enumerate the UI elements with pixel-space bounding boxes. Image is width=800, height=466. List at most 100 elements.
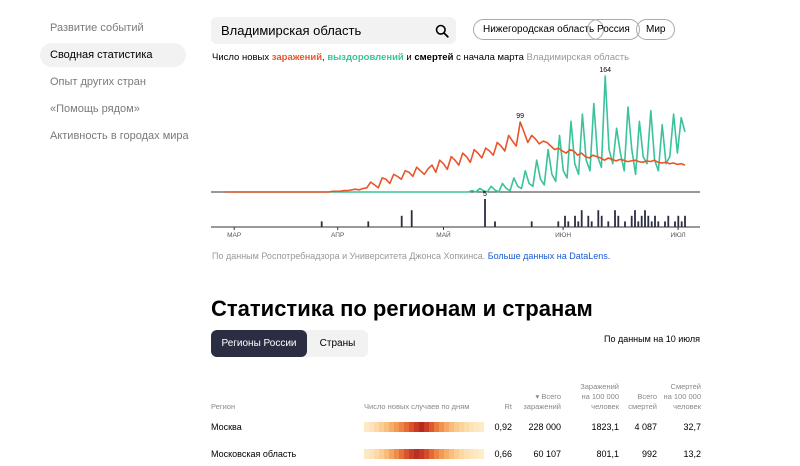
death-bar [680, 221, 683, 227]
death-bar [634, 210, 636, 227]
death-bar [494, 221, 496, 227]
cell-per100k-cases: 1823,1 [591, 422, 619, 432]
chart-title-sep1: , [322, 52, 328, 63]
cell-total-cases: 60 107 [533, 449, 561, 459]
cases-heatstrip [364, 449, 484, 459]
heat-cell [479, 422, 484, 432]
col-per100k-cases-line2: на 100 000 [581, 392, 619, 401]
heat-cell [414, 422, 419, 432]
heat-cell [454, 422, 459, 432]
chart-title: Число новых заражений, выздоровлений и с… [212, 52, 629, 63]
cell-region: Московская область [211, 449, 297, 459]
heat-cell [454, 449, 459, 459]
heat-cell [464, 422, 469, 432]
heat-cell [424, 449, 429, 459]
col-total-cases-line2: заражений [523, 402, 561, 411]
heat-cell [444, 449, 449, 459]
col-region[interactable]: Регион [211, 402, 236, 411]
death-bar [654, 215, 656, 227]
death-bar [530, 221, 533, 227]
recoveries-peak-label: 164 [599, 67, 611, 74]
heat-cell [459, 422, 464, 432]
heat-cell [424, 422, 429, 432]
table-row[interactable]: Московская область 0,66 60 107 801,1 992… [211, 445, 701, 466]
cell-region: Москва [211, 422, 242, 432]
deaths-peak-label: 5 [483, 191, 487, 198]
sidebar-item-events[interactable]: Развитие событий [50, 22, 144, 34]
col-total-deaths-line1: Всего [637, 392, 657, 401]
death-bar [607, 221, 610, 227]
col-per100k-cases[interactable]: Заражений на 100 000 человек [580, 382, 619, 412]
heat-cell [434, 422, 439, 432]
heat-cell [449, 422, 454, 432]
chart-title-suffix: с начала марта [453, 52, 527, 63]
sidebar-item-summary[interactable]: Сводная статистика [40, 43, 186, 67]
heat-cell [394, 422, 399, 432]
col-per100k-deaths[interactable]: Смертей на 100 000 человек [663, 382, 701, 412]
heat-cell [404, 449, 409, 459]
filter-russia[interactable]: Россия [587, 19, 640, 40]
death-bar [320, 221, 323, 227]
chart-title-prefix: Число новых [212, 52, 272, 63]
heat-cell [384, 422, 389, 432]
death-bar [624, 221, 626, 227]
x-tick-label: МАЙ [436, 230, 451, 239]
heat-cell [404, 422, 409, 432]
heat-cell [399, 449, 404, 459]
cell-per100k-deaths: 13,2 [683, 449, 701, 459]
heat-cell [364, 422, 369, 432]
cell-total-cases: 228 000 [528, 422, 561, 432]
heat-cell [374, 449, 379, 459]
filter-nizhny-novgorod[interactable]: Нижегородская область [473, 19, 605, 40]
cell-per100k-deaths: 32,7 [683, 422, 701, 432]
datalens-link[interactable]: Больше данных на DataLens. [487, 251, 611, 261]
heat-cell [389, 422, 394, 432]
x-tick-label: МАР [227, 232, 241, 239]
search-icon[interactable] [428, 17, 456, 44]
heat-cell [464, 449, 469, 459]
col-total-cases[interactable]: ▾ Всего заражений [523, 392, 561, 412]
tab-russian-regions[interactable]: Регионы России [211, 330, 307, 357]
chart-title-deaths: смертей [414, 52, 454, 63]
tab-countries[interactable]: Страны [319, 338, 356, 349]
col-per100k-deaths-line2: на 100 000 [663, 392, 701, 401]
death-bar [410, 210, 413, 227]
death-bar [557, 221, 560, 227]
heat-cell [374, 422, 379, 432]
cases-heatstrip [364, 422, 484, 432]
heat-cell [439, 449, 444, 459]
sidebar-item-city-activity[interactable]: Активность в городах мира [50, 130, 189, 142]
x-tick-label: АПР [331, 232, 344, 239]
col-per100k-deaths-line3: человек [673, 402, 701, 411]
death-bar [640, 215, 643, 227]
heat-cell [394, 449, 399, 459]
x-tick-label: ИЮН [555, 232, 571, 239]
col-rt[interactable]: Rt [504, 402, 513, 411]
heat-cell [444, 422, 449, 432]
cell-total-deaths: 992 [641, 449, 657, 459]
death-bar [600, 215, 603, 227]
sidebar-item-other-countries[interactable]: Опыт других стран [50, 76, 146, 88]
heat-cell [469, 449, 474, 459]
col-total-deaths[interactable]: Всего смертей [628, 392, 657, 412]
death-bar [657, 221, 660, 227]
region-search-input[interactable]: Владимирская область [211, 17, 456, 44]
col-per100k-deaths-line1: Смертей [670, 382, 701, 391]
filter-world[interactable]: Мир [636, 19, 676, 40]
heat-cell [429, 422, 434, 432]
heat-cell [429, 449, 434, 459]
heat-cell [434, 449, 439, 459]
col-per100k-cases-line1: Заражений [580, 382, 619, 391]
sidebar-item-help-nearby[interactable]: «Помощь рядом» [50, 103, 140, 115]
death-bar [644, 210, 646, 227]
death-bar [587, 215, 590, 227]
death-bar [597, 210, 600, 227]
data-source-text: По данным Роспотребнадзора и Университет… [212, 251, 488, 261]
series-recoveries-line [225, 75, 686, 193]
chart-title-recoveries: выздоровлений [327, 52, 404, 63]
heat-cell [459, 449, 464, 459]
chart-title-region: Владимирская область [526, 52, 630, 63]
infections-peak-label: 99 [516, 113, 524, 120]
table-row[interactable]: Москва 0,92 228 000 1823,1 4 087 32,7 [211, 418, 701, 439]
death-bar [630, 215, 633, 227]
